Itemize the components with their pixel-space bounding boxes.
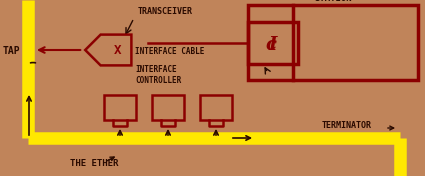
Text: c: c: [266, 36, 277, 54]
Text: THE ETHER: THE ETHER: [70, 159, 119, 168]
Text: TAP: TAP: [3, 46, 21, 56]
Text: I: I: [269, 36, 277, 54]
Bar: [152, 95, 184, 120]
Text: TRANSCEIVER: TRANSCEIVER: [138, 8, 193, 17]
Bar: [248, 5, 418, 80]
Text: INTERFACE CABLE: INTERFACE CABLE: [136, 46, 205, 55]
Bar: [248, 22, 298, 64]
Bar: [104, 95, 136, 120]
Text: TERMINATOR: TERMINATOR: [322, 121, 372, 130]
Bar: [200, 95, 232, 120]
Text: X: X: [114, 45, 122, 58]
Text: INTERFACE
CONTROLLER: INTERFACE CONTROLLER: [136, 65, 181, 85]
Text: STATION: STATION: [314, 0, 352, 3]
